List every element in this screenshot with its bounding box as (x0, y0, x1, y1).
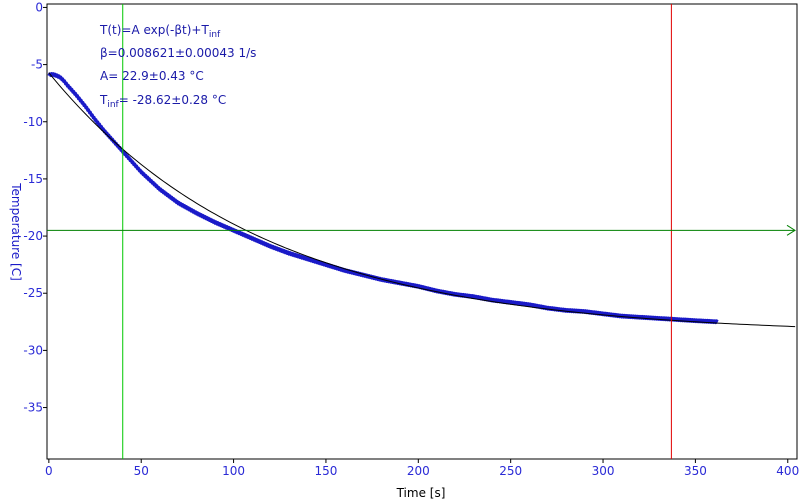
x-tick-label: 250 (499, 464, 522, 478)
y-tick-label: -10 (23, 115, 43, 129)
fit-formula: T(t)=A exp(-βt)+Tinf (99, 23, 221, 40)
fit-tinf: Tinf= -28.62±0.28 °C (99, 93, 226, 110)
y-tick-label: 0 (35, 0, 43, 14)
y-tick-label: -5 (31, 58, 43, 72)
x-tick-label: 200 (407, 464, 430, 478)
x-tick-label: 0 (45, 464, 53, 478)
x-tick-label: 300 (592, 464, 615, 478)
x-tick-label: 100 (222, 464, 245, 478)
y-tick-label: -30 (23, 343, 43, 357)
x-axis: 0 50 100 150 200 250 300 350 400 (45, 459, 799, 478)
x-tick-label: 150 (314, 464, 337, 478)
fit-amplitude: A= 22.9±0.43 °C (100, 69, 204, 83)
x-tick-label: 50 (134, 464, 149, 478)
y-tick-label: -25 (23, 286, 43, 300)
plot-area[interactable] (47, 72, 796, 328)
y-axis-title: Temperature [C] (9, 182, 23, 281)
x-tick-label: 350 (684, 464, 707, 478)
x-axis-title: Time [s] (396, 486, 446, 500)
fit-curve-line (48, 72, 796, 328)
cursor-arrow-icon (786, 224, 796, 236)
y-tick-label: -20 (23, 229, 43, 243)
y-tick-label: -15 (23, 172, 43, 186)
plot-frame (46, 3, 798, 460)
y-tick-label: -35 (23, 401, 43, 415)
x-tick-label: 400 (776, 464, 799, 478)
measured-series-line (47, 72, 719, 325)
cursor-layer (47, 4, 796, 459)
fit-beta: β=0.008621±0.00043 1/s (100, 46, 256, 60)
fit-annotation: T(t)=A exp(-βt)+Tinf β=0.008621±0.00043 … (99, 23, 256, 110)
y-axis: 0 -5 -10 -15 -20 -25 -30 -35 (23, 0, 47, 415)
